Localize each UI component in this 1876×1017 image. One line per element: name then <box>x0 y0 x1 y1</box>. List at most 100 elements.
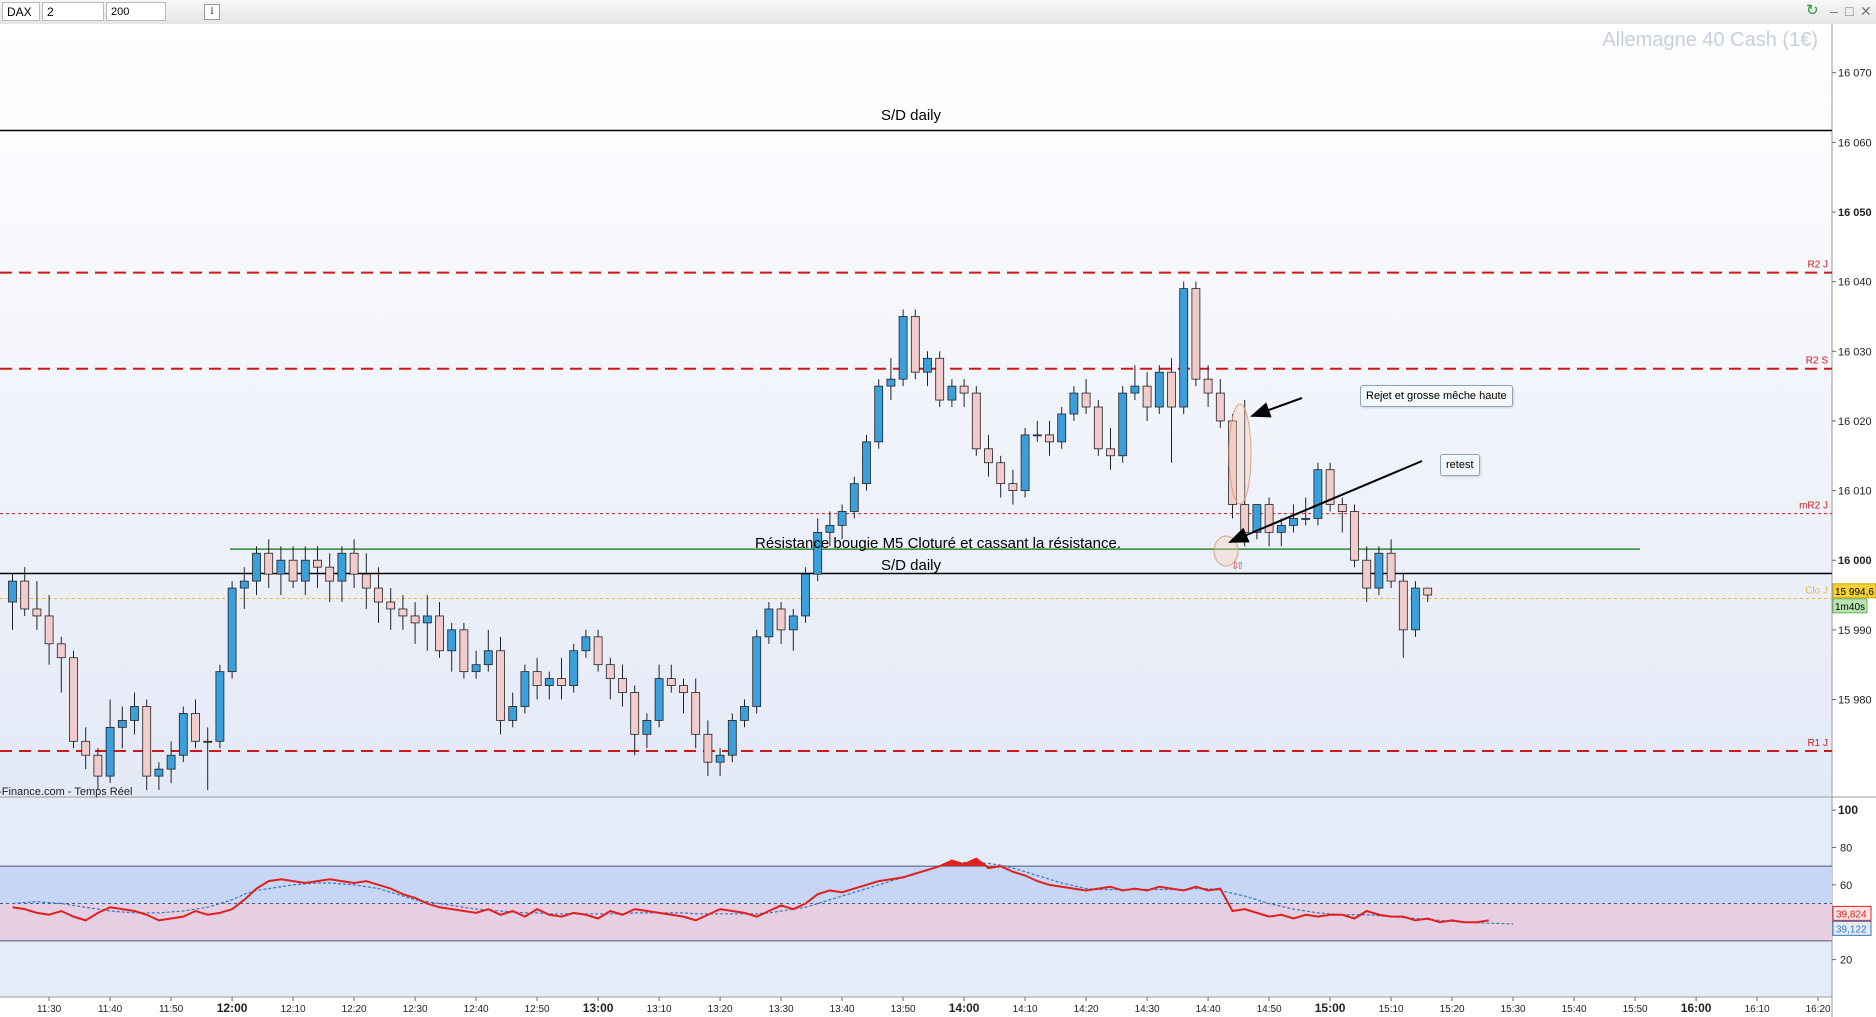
candle <box>1276 518 1286 547</box>
candle-body-bull <box>813 531 823 575</box>
axis-badges: 15 994,6 1m40s 39,824 39,122 <box>1832 583 1876 936</box>
refresh-icon[interactable]: ↻ <box>1806 2 1819 19</box>
candle-body-bear <box>32 608 42 617</box>
note-retest[interactable]: retest <box>1440 454 1480 476</box>
rsi-overbought-fill <box>939 858 989 867</box>
candle-body-bear <box>1325 469 1335 505</box>
candle <box>1374 546 1384 596</box>
candle-body-bear <box>618 678 627 693</box>
candle <box>386 588 396 630</box>
candle <box>691 678 701 749</box>
candle <box>837 504 847 540</box>
x-tick-label: 12:50 <box>525 1004 550 1015</box>
instrument-select[interactable]: DAX <box>2 2 40 35</box>
y-tick-label: 15 990 <box>1838 625 1872 637</box>
maximize-icon[interactable]: □ <box>1845 3 1854 19</box>
rsi-tick-label: 80 <box>1840 842 1852 854</box>
candle <box>825 511 835 547</box>
candle <box>605 657 615 700</box>
candle <box>1362 546 1372 603</box>
rsi-avg-badge-label: 39,122 <box>1836 924 1867 935</box>
candle <box>1252 504 1262 540</box>
candle <box>1167 358 1176 463</box>
y-tick-label: 16 050 <box>1838 207 1872 219</box>
candle-body-bear <box>349 552 359 575</box>
candle <box>679 678 688 714</box>
candle <box>178 706 188 763</box>
candle <box>910 309 920 380</box>
candle <box>32 581 42 630</box>
candle <box>130 692 139 735</box>
candle-body-bull <box>740 706 749 721</box>
y-tick-label: 15 980 <box>1838 695 1872 707</box>
rsi-lower-band <box>0 903 1832 941</box>
minimize-icon[interactable]: – <box>1830 3 1838 19</box>
candle-body-bear <box>593 636 603 666</box>
candle <box>69 650 78 749</box>
candle <box>93 748 103 791</box>
candle-body-bull <box>130 706 139 721</box>
candle-body-bull <box>788 615 798 631</box>
candle <box>557 657 566 700</box>
candle <box>593 629 603 672</box>
candle-body-bear <box>459 629 469 673</box>
note-rejet[interactable]: Rejet et grosse mêche haute <box>1360 385 1513 407</box>
rsi-upper-band <box>0 866 1832 904</box>
rsi-bands <box>0 865 1832 942</box>
candle-body-bull <box>337 552 347 582</box>
x-tick-label: 15:40 <box>1562 1004 1587 1015</box>
y-tick-label: 16 000 <box>1838 555 1872 567</box>
candle-body-bull <box>886 378 896 387</box>
timeframe-select[interactable]: 2 minutes <box>42 2 104 54</box>
candle <box>1130 365 1140 401</box>
x-tick-label: 14:40 <box>1196 1004 1221 1015</box>
candle-body-bear <box>971 392 981 450</box>
candle-body-bear <box>935 357 945 401</box>
candle-body-bear <box>630 692 640 735</box>
candle-body-bear <box>1191 288 1201 380</box>
candle <box>947 379 957 408</box>
level-label-r2-s: R2 S <box>1806 356 1829 367</box>
close-icon[interactable]: ✕ <box>1860 3 1872 19</box>
x-tick-label: 14:50 <box>1257 1004 1282 1015</box>
x-tick-label: 12:10 <box>281 1004 306 1015</box>
countdown-badge-label: 1m40s <box>1835 602 1865 613</box>
candle-body-bull <box>1032 434 1042 437</box>
candle-body-bull <box>8 580 17 603</box>
candle <box>288 546 298 589</box>
candle-body-bear <box>288 559 298 582</box>
candle-body-bull <box>178 713 188 756</box>
candle <box>959 379 969 408</box>
x-tick-label: 11:50 <box>159 1004 184 1015</box>
candle-body-bear <box>996 462 1006 485</box>
units-select[interactable]: 200 unités <box>106 2 166 37</box>
y-tick-label: 16 010 <box>1838 486 1872 498</box>
x-tick-label: 13:30 <box>769 1004 794 1015</box>
x-tick-label: 11:40 <box>98 1004 123 1015</box>
candle-body-bull <box>422 615 432 624</box>
candle <box>630 685 640 756</box>
candle <box>374 567 383 623</box>
candle <box>8 574 17 630</box>
candle <box>300 546 310 596</box>
rsi-line <box>12 857 1489 924</box>
candle <box>1228 413 1237 519</box>
candle-body-bull <box>1179 288 1189 408</box>
x-tick-label: 15:20 <box>1440 1004 1465 1015</box>
candle-body-bull <box>923 357 932 373</box>
candle <box>471 650 481 679</box>
candle-body-bear <box>1093 406 1103 450</box>
rsi-badge-label: 39,824 <box>1836 909 1867 920</box>
candle <box>1008 469 1018 505</box>
candle <box>105 699 115 784</box>
candle <box>349 539 359 589</box>
signal-down-icon: ⇩ <box>1231 561 1239 572</box>
candle-body-bear <box>56 643 66 659</box>
candle-body-bull <box>300 559 310 582</box>
candle <box>801 567 810 623</box>
info-icon[interactable]: i <box>204 4 220 20</box>
candle <box>1191 281 1201 387</box>
candle <box>313 546 322 589</box>
candle-body-bear <box>361 573 371 589</box>
level-label-r2-j: R2 J <box>1807 260 1828 271</box>
